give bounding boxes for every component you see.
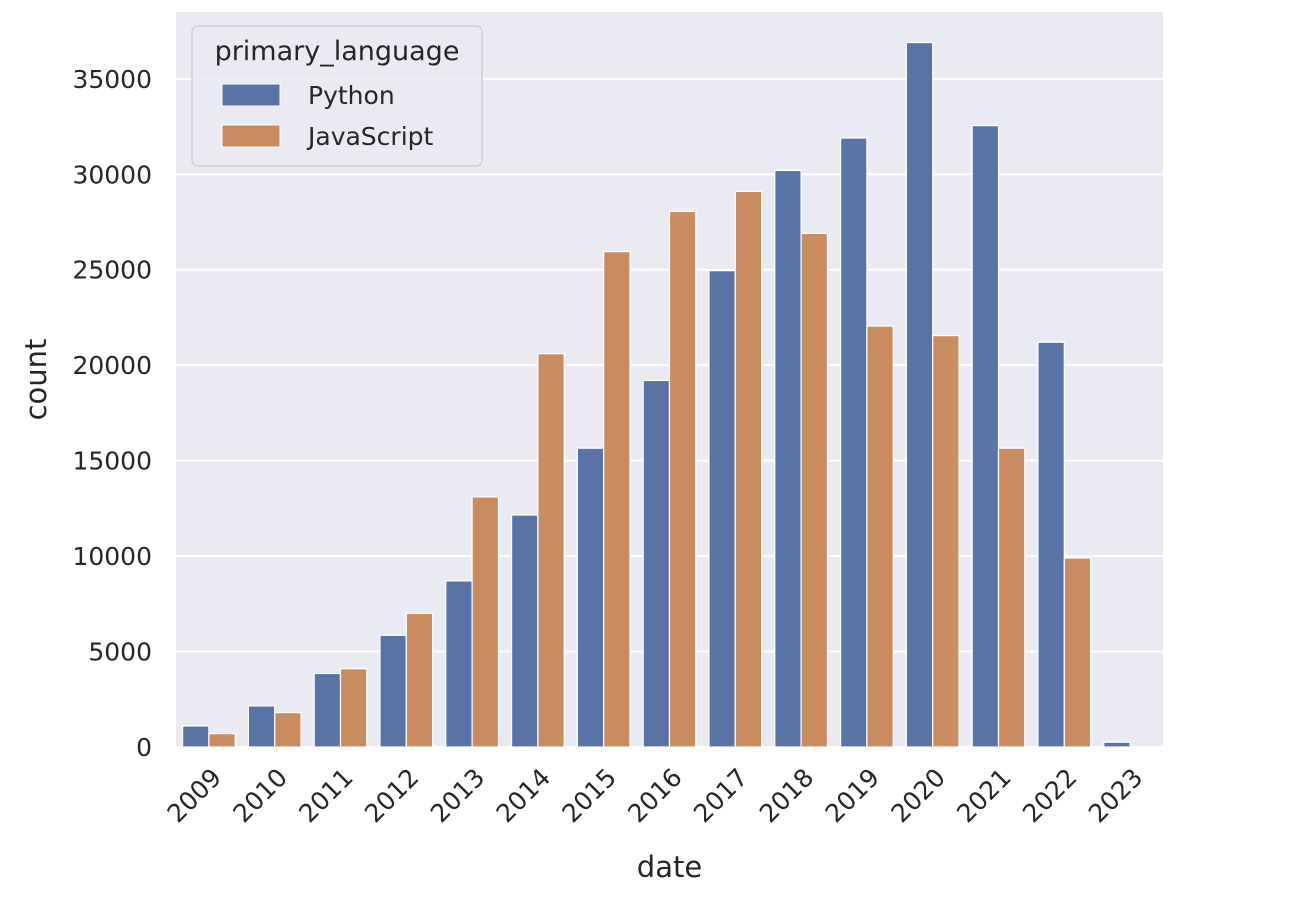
x-tick-label: 2021	[951, 763, 1016, 828]
y-tick-label: 20000	[72, 351, 152, 380]
bar-javascript-2015	[603, 250, 631, 748]
bar-javascript-2013	[471, 496, 500, 748]
bar-python-2016	[642, 379, 671, 748]
bar-javascript-2018	[800, 232, 829, 748]
x-tick-labels: 2009 2010 2011 2012 2013 2014 2015 2016 2017 2018…	[162, 763, 1149, 828]
y-tick-label: 10000	[72, 542, 152, 571]
x-tick-label: 2012	[359, 763, 424, 828]
x-tick-label: 2022	[1017, 763, 1082, 828]
x-tick-label: 2013	[425, 763, 490, 828]
bar-javascript-2012	[405, 612, 434, 748]
x-tick-label: 2020	[885, 763, 950, 828]
bar-python-2010	[247, 705, 276, 748]
legend-label-python: Python	[308, 81, 395, 110]
x-tick-label: 2016	[622, 763, 687, 828]
x-axis-label: date	[637, 850, 702, 884]
x-tick-label: 2010	[227, 763, 292, 828]
bar-javascript-2014	[537, 353, 565, 748]
bar-javascript-2016	[668, 210, 697, 748]
y-tick-label: 25000	[72, 256, 152, 285]
bar-python-2022	[1037, 341, 1065, 748]
y-tick-label: 5000	[88, 638, 152, 667]
bar-javascript-2022	[1063, 557, 1092, 748]
y-tick-label: 35000	[72, 65, 152, 94]
bar-python-2023	[1103, 741, 1131, 748]
bar-python-2021	[971, 124, 1000, 748]
legend-swatch-javascript	[221, 124, 281, 148]
bar-python-2015	[576, 447, 605, 748]
legend-swatch-python	[221, 83, 281, 107]
bar-python-2018	[774, 169, 802, 748]
x-tick-label: 2011	[293, 763, 358, 828]
bar-python-2014	[510, 514, 539, 748]
bar-python-2009	[181, 725, 210, 748]
bar-python-2013	[445, 580, 473, 748]
x-tick-label: 2019	[820, 763, 885, 828]
bar-javascript-2021	[997, 447, 1026, 748]
bar-javascript-2017	[734, 190, 763, 748]
y-tick-label: 0	[136, 733, 152, 762]
bar-javascript-2019	[866, 325, 894, 748]
x-tick-label: 2009	[162, 763, 227, 828]
y-tick-labels: 0 5000 10000 15000 20000 25000 30000 35000	[72, 65, 152, 762]
legend-label-javascript: JavaScript	[306, 122, 434, 151]
x-tick-label: 2018	[754, 763, 819, 828]
legend-title: primary_language	[215, 36, 460, 67]
bar-javascript-2010	[274, 712, 302, 748]
bar-python-2017	[708, 270, 736, 748]
x-tick-label: 2015	[556, 763, 621, 828]
bar-python-2019	[839, 137, 868, 748]
y-axis-label: count	[19, 339, 53, 421]
legend: primary_language Python JavaScript	[191, 25, 483, 167]
bar-python-2020	[905, 41, 934, 748]
x-tick-label: 2017	[688, 763, 753, 828]
bar-javascript-2009	[208, 733, 236, 748]
bar-python-2012	[379, 634, 407, 748]
x-tick-label: 2023	[1083, 763, 1148, 828]
bar-javascript-2011	[339, 668, 368, 748]
bar-python-2011	[313, 672, 342, 748]
y-tick-label: 15000	[72, 447, 152, 476]
bars	[181, 41, 1131, 748]
y-tick-label: 30000	[72, 160, 152, 189]
bar-javascript-2020	[932, 334, 960, 748]
x-tick-label: 2014	[491, 763, 556, 828]
